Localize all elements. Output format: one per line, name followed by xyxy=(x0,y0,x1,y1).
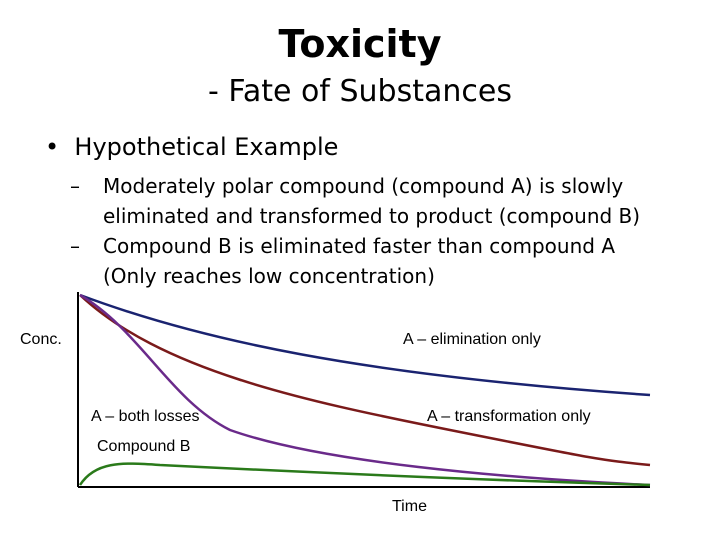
bullet-dot: • xyxy=(45,133,75,161)
dash: – xyxy=(70,174,80,198)
sub-bullet-line: Moderately polar compound (compound A) i… xyxy=(103,174,624,198)
y-label: Conc. xyxy=(20,331,62,348)
dash: – xyxy=(70,234,80,258)
curve-label: A – elimination only xyxy=(403,331,541,348)
title: Toxicity xyxy=(278,22,442,66)
curve-both xyxy=(79,293,651,487)
curve-compound-b xyxy=(78,462,651,487)
curve-label: Compound B xyxy=(97,438,190,455)
sub-bullet: – Compound B is eliminated faster than c… xyxy=(70,231,615,291)
bullet: • Hypothetical Example xyxy=(45,133,338,161)
sub-bullet: – Moderately polar compound (compound A)… xyxy=(70,171,640,231)
curve-elimination xyxy=(79,293,651,397)
curve-label: A – both losses xyxy=(91,408,200,425)
subtitle: - Fate of Substances xyxy=(208,74,512,109)
curve-label: A – transformation only xyxy=(427,408,591,425)
sub-bullet-line: eliminated and transformed to product (c… xyxy=(103,204,641,228)
bullet-text: Hypothetical Example xyxy=(74,133,339,161)
x-label: Time xyxy=(392,498,427,515)
sub-bullet-line: (Only reaches low concentration) xyxy=(103,264,435,288)
curve-transformation xyxy=(79,294,651,467)
sub-bullet-line: Compound B is eliminated faster than com… xyxy=(103,234,616,258)
